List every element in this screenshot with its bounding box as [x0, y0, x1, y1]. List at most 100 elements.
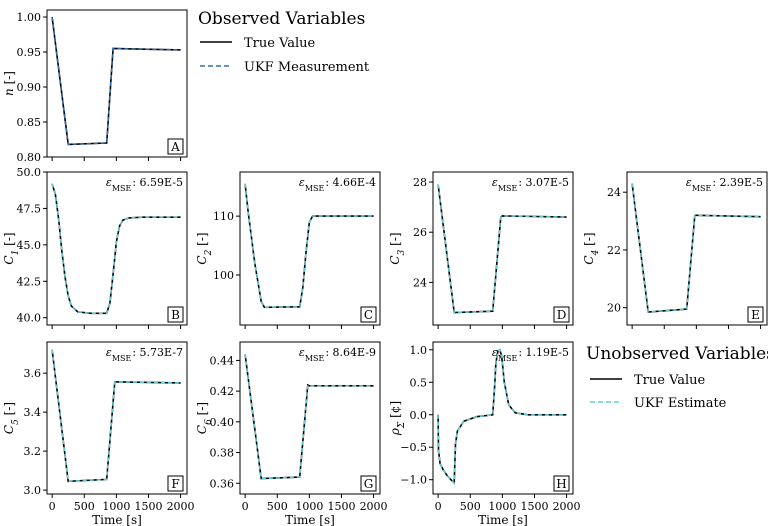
series-ukf-estimate	[437, 184, 567, 314]
y-tick-label: 0.5	[410, 376, 428, 389]
y-tick-label: 3.4	[24, 406, 42, 419]
panel-frame	[432, 171, 574, 326]
panel-letter-box	[553, 475, 570, 492]
y-axis-label: C1 [-]	[2, 232, 21, 264]
y-axis-label: n [-]	[2, 71, 16, 96]
unobserved-legend-est-label: UKF Estimate	[634, 396, 727, 411]
y-tick-label: −1.0	[400, 474, 427, 487]
observed-legend-true-label: True Value	[244, 36, 316, 51]
y-tick-label: 0.95	[17, 46, 42, 59]
y-tick-label: 110	[213, 210, 234, 223]
y-tick-label: 26	[413, 226, 427, 239]
y-tick-label: 1.00	[17, 11, 42, 24]
panel-h: −1.0 −0.5 0.0 0.5 1.0 0 500 1000 1500 2000 Time [s…	[388, 341, 581, 526]
y-axis-label: C3 [-]	[388, 232, 407, 264]
unobserved-legend-title: Unobserved Variables	[586, 344, 768, 364]
y-tick-label: 22	[607, 244, 621, 257]
panel-frame	[239, 171, 381, 326]
panel-frame	[46, 341, 188, 495]
series-true-value	[244, 183, 374, 309]
panel-letter: E	[751, 308, 760, 322]
series-true-value	[51, 349, 181, 483]
mse-annotation: εMSE: 2.39E-5	[686, 176, 763, 193]
observed-legend-meas-label: UKF Measurement	[244, 60, 370, 75]
panel-letter-box	[553, 306, 570, 323]
y-tick-label: 0.85	[17, 116, 42, 129]
panel-letter-box	[747, 306, 764, 323]
series-ukf-measurement	[51, 16, 181, 146]
series-ukf-estimate	[51, 349, 181, 483]
x-tick-label: 1500	[134, 500, 162, 513]
panel-frame	[432, 341, 574, 495]
series-true-value	[244, 354, 374, 480]
panel-letter-box	[360, 475, 377, 492]
y-axis-label: C5 [-]	[2, 402, 21, 434]
y-tick-label: 20	[607, 302, 621, 315]
x-axis-label: Time [s]	[478, 513, 528, 526]
y-tick-label: 24	[607, 186, 621, 199]
x-tick-label: 2000	[167, 500, 195, 513]
panel-letter: G	[364, 477, 374, 491]
y-tick-label: 0.0	[410, 409, 428, 422]
x-tick-label: 2000	[360, 500, 388, 513]
x-tick-label: 2000	[553, 500, 581, 513]
series-true-value	[51, 16, 181, 146]
panel-c: 100 110 C2 [-] εMSE: 4.66E-4 C	[195, 171, 381, 329]
series-ukf-estimate	[244, 183, 374, 309]
mse-annotation: εMSE: 8.64E-9	[299, 346, 376, 363]
y-tick-label: 47.5	[17, 202, 42, 215]
panel-letter: C	[364, 308, 373, 322]
series-ukf-estimate	[437, 348, 567, 485]
panel-e: 20 22 24 C4 [-] εMSE: 2.39E-5 E	[582, 171, 768, 329]
x-tick-label: 0	[49, 500, 56, 513]
y-tick-label: −0.5	[400, 441, 427, 454]
y-tick-label: 0.44	[210, 354, 235, 367]
panel-letter-box	[167, 138, 184, 155]
panel-letter: A	[170, 140, 180, 154]
series-true-value	[631, 183, 761, 313]
panel-b: 40.0 42.5 45.0 47.5 50.0 C1 [-] εMSE: 6.59E-5 B	[2, 166, 188, 329]
y-tick-label: 24	[413, 276, 427, 289]
y-tick-label: 0.40	[210, 416, 235, 429]
y-tick-label: 40.0	[17, 312, 42, 325]
panel-a: 0.80 0.85 0.90 0.95 1.00 n [-] A	[2, 9, 188, 164]
panel-d: 24 26 28 C3 [-] εMSE: 3.07E-5 D	[388, 171, 574, 329]
y-tick-label: 0.90	[17, 81, 42, 94]
mse-annotation: εMSE: 1.19E-5	[492, 346, 569, 363]
panel-letter: B	[171, 308, 180, 322]
y-axis-label: C2 [-]	[195, 232, 214, 264]
observed-legend-title: Observed Variables	[198, 9, 365, 29]
x-tick-label: 0	[242, 500, 249, 513]
unobserved-legend: Unobserved Variables True Value UKF Esti…	[586, 344, 768, 411]
y-tick-label: 3.0	[24, 484, 42, 497]
panel-g: 0.36 0.38 0.40 0.42 0.44 0 500 1000 1500 2000 Time…	[195, 341, 388, 526]
series-ukf-estimate	[51, 183, 181, 314]
x-tick-label: 500	[460, 500, 481, 513]
y-axis-label: ρΣ [¢]	[388, 401, 407, 436]
y-tick-label: 50.0	[17, 166, 42, 179]
x-tick-label: 1500	[520, 500, 548, 513]
mse-annotation: εMSE: 6.59E-5	[106, 176, 183, 193]
series-true-value	[437, 184, 567, 314]
panel-letter-box	[167, 306, 184, 323]
x-tick-label: 0	[435, 500, 442, 513]
y-tick-label: 3.6	[24, 367, 42, 380]
panel-letter: F	[171, 477, 179, 491]
mse-annotation: εMSE: 3.07E-5	[492, 176, 569, 193]
mse-annotation: εMSE: 4.66E-4	[299, 176, 376, 193]
observed-legend: Observed Variables True Value UKF Measur…	[198, 9, 370, 75]
y-axis-label: C6 [-]	[195, 402, 214, 434]
y-tick-label: 28	[413, 176, 427, 189]
panel-frame	[46, 9, 188, 158]
panel-frame	[626, 171, 768, 326]
y-tick-label: 42.5	[17, 275, 42, 288]
y-tick-label: 0.38	[210, 447, 235, 460]
panel-letter-box	[167, 475, 184, 492]
y-tick-label: 100	[213, 269, 234, 282]
x-tick-label: 1000	[295, 500, 323, 513]
y-tick-label: 1.0	[410, 344, 428, 357]
panel-letter: H	[556, 477, 566, 491]
y-tick-label: 0.80	[17, 151, 42, 164]
x-tick-label: 1500	[327, 500, 355, 513]
